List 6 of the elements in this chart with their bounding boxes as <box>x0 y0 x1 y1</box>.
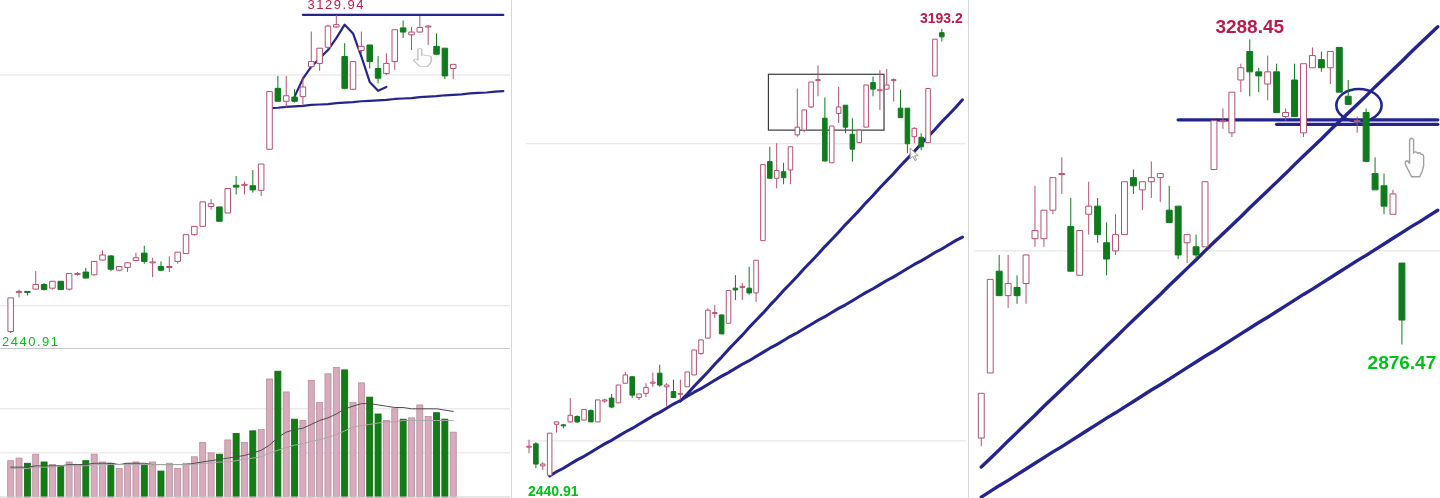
annotation: 3193.2 <box>919 10 963 26</box>
annotation: 3288.45 <box>1215 16 1285 38</box>
annotation: 2876.47 <box>1367 352 1437 374</box>
annotation: 2440.91 <box>528 483 579 498</box>
text: 2440.91 <box>2 334 60 349</box>
annotation: 3129.94 <box>307 0 366 12</box>
